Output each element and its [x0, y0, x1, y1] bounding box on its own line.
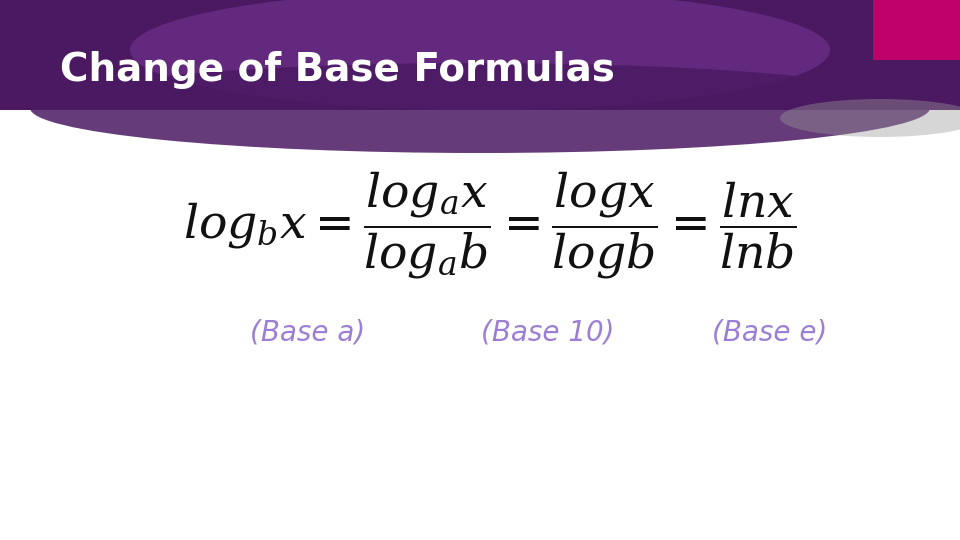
Text: (Base e): (Base e) — [712, 318, 828, 346]
Text: Change of Base Formulas: Change of Base Formulas — [60, 51, 614, 89]
Ellipse shape — [780, 99, 960, 137]
FancyBboxPatch shape — [0, 0, 960, 110]
Text: $\mathit{log_b x} = \dfrac{\mathit{log_a x}}{\mathit{log_a b}} = \dfrac{\mathit{: $\mathit{log_b x} = \dfrac{\mathit{log_a… — [183, 169, 797, 281]
Ellipse shape — [30, 63, 930, 153]
Text: (Base 10): (Base 10) — [481, 318, 614, 346]
FancyBboxPatch shape — [873, 0, 960, 60]
Text: (Base a): (Base a) — [251, 318, 366, 346]
Ellipse shape — [130, 0, 830, 110]
